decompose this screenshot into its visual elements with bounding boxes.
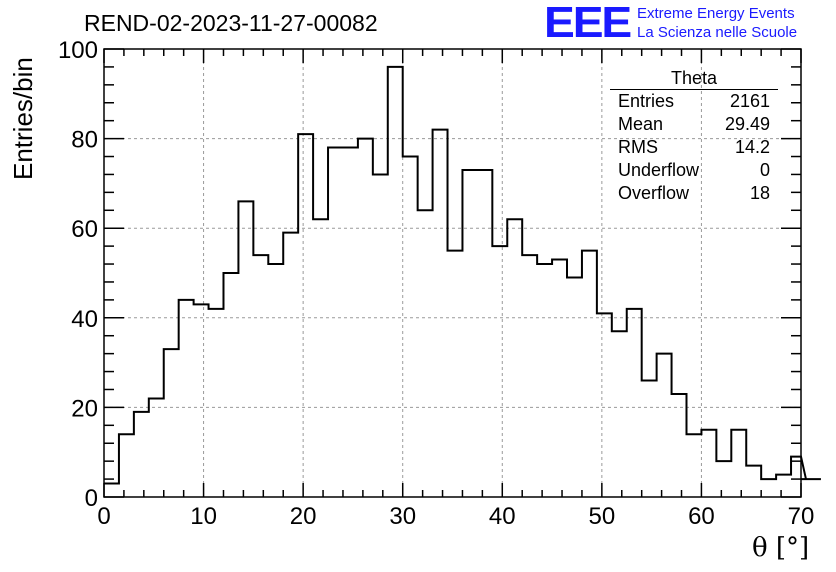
- eee-logo: EEE: [544, 0, 632, 47]
- histogram-bin: [313, 219, 328, 497]
- histogram-bin: [268, 264, 283, 497]
- histogram-bin: [448, 251, 463, 497]
- histogram-bin: [582, 251, 597, 497]
- histogram-outline: [104, 65, 821, 485]
- y-tick-label: 80: [71, 127, 98, 154]
- histogram-bin: [343, 148, 358, 497]
- histogram-bin: [761, 479, 776, 497]
- y-tick-label: 100: [58, 37, 98, 64]
- histogram-bin: [552, 260, 567, 497]
- stat-value: 18: [749, 183, 770, 203]
- histogram-bin: [194, 304, 209, 497]
- stat-label: Underflow: [618, 160, 700, 180]
- stat-value: 2161: [729, 91, 770, 111]
- logo-caption: Extreme Energy Events La Scienza nelle S…: [637, 4, 797, 42]
- histogram-bin: [492, 246, 507, 497]
- chart-title: REND-02-2023-11-27-00082: [84, 10, 378, 36]
- histogram-bin: [522, 255, 537, 497]
- histogram-bin: [462, 170, 477, 497]
- stat-label: Overflow: [618, 183, 690, 203]
- x-tick-label: 20: [290, 503, 317, 530]
- histogram-bin: [433, 130, 448, 497]
- histogram-bin: [776, 475, 791, 497]
- stats-box: Theta Entries 2161 Mean 29.49 RMS 14.2 U…: [610, 68, 778, 205]
- plot-frame: [103, 48, 802, 498]
- histogram-bin: [642, 381, 657, 497]
- histogram-bin: [328, 148, 343, 497]
- histogram-bin: [686, 434, 701, 497]
- histogram-bin: [104, 484, 119, 497]
- histogram-bin: [731, 430, 746, 497]
- histogram-bin: [791, 457, 801, 497]
- stat-label: Entries: [618, 91, 675, 111]
- histogram-bin: [388, 67, 403, 497]
- stat-row-rms: RMS 14.2: [610, 136, 778, 159]
- y-tick-label: 40: [71, 306, 98, 333]
- logo-caption-line2: La Scienza nelle Scuole: [637, 24, 798, 41]
- histogram-bin: [716, 461, 731, 497]
- histogram-bin: [746, 466, 761, 497]
- y-tick-label: 0: [85, 485, 98, 512]
- histogram-bin: [657, 354, 672, 497]
- histogram-bin: [418, 210, 433, 497]
- histogram-bin: [597, 313, 612, 497]
- stat-row-entries: Entries 2161: [610, 90, 778, 113]
- histogram-bin: [119, 434, 134, 497]
- y-tick-label: 20: [71, 395, 98, 422]
- histogram-bin: [179, 300, 194, 497]
- x-tick-label: 0: [97, 503, 110, 530]
- histogram-bin: [358, 139, 373, 497]
- histogram-bin: [537, 264, 552, 497]
- histogram-bin: [507, 219, 522, 497]
- histogram-bin: [149, 398, 164, 497]
- stats-title: Theta: [610, 68, 778, 90]
- histogram-bin: [567, 277, 582, 497]
- histogram-bin: [672, 394, 687, 497]
- histogram-bin: [403, 157, 418, 497]
- x-tick-label: 30: [389, 503, 416, 530]
- stat-row-mean: Mean 29.49: [610, 113, 778, 136]
- x-tick-label: 60: [688, 503, 715, 530]
- histogram-bin: [612, 331, 627, 497]
- histogram-bin: [627, 309, 642, 497]
- stat-label: Mean: [618, 114, 664, 134]
- stat-row-underflow: Underflow 0: [610, 159, 778, 182]
- histogram-bin: [477, 170, 492, 497]
- stat-row-overflow: Overflow 18: [610, 182, 778, 205]
- x-tick-label: 70: [788, 503, 815, 530]
- stat-label: RMS: [618, 137, 658, 157]
- stat-value: 14.2: [734, 137, 770, 157]
- histogram-bin: [283, 233, 298, 497]
- histogram-bin: [134, 412, 149, 497]
- histogram-bin: [298, 134, 313, 497]
- x-axis-label: θ [°]: [752, 533, 810, 563]
- logo-caption-line1: Extreme Energy Events: [637, 5, 795, 22]
- x-tick-label: 50: [589, 503, 616, 530]
- histogram-bin: [238, 201, 253, 497]
- histogram-bin: [209, 309, 224, 497]
- histogram-bin: [253, 255, 268, 497]
- stat-value: 29.49: [724, 114, 770, 134]
- stat-value: 0: [759, 160, 770, 180]
- y-tick-label: 60: [71, 216, 98, 243]
- histogram-bin: [223, 273, 238, 497]
- y-axis-label: Entries/bin: [8, 57, 38, 180]
- x-tick-label: 10: [190, 503, 217, 530]
- x-tick-label: 40: [489, 503, 516, 530]
- histogram-bin: [373, 174, 388, 497]
- histogram-bin: [701, 430, 716, 497]
- histogram-bin: [164, 349, 179, 497]
